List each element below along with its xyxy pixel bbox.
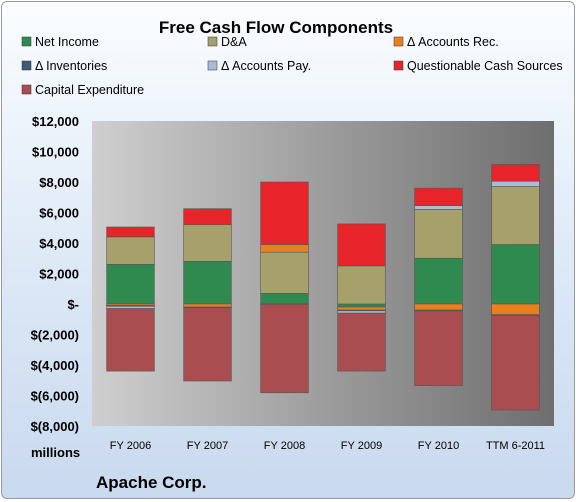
legend-label: Capital Expenditure: [35, 83, 144, 97]
legend-swatch: [21, 84, 32, 95]
bar-segment: [491, 303, 540, 315]
bar-segment: [491, 315, 540, 411]
bar-segment: [337, 312, 386, 372]
bar-segment: [337, 303, 386, 308]
bar-segment: [337, 306, 386, 311]
bar-segment: [491, 244, 540, 305]
bar-segment: [414, 187, 463, 206]
legend-label: Net Income: [35, 35, 99, 49]
bar-segment: [106, 308, 155, 372]
legend-swatch: [21, 36, 32, 47]
unit-label: millions: [31, 445, 80, 460]
y-tick-label: $12,000: [32, 114, 79, 129]
x-tick-label: FY 2008: [264, 440, 305, 452]
bar-segment: [491, 164, 540, 182]
bar-segment: [183, 224, 232, 262]
bar-segment: [183, 307, 232, 382]
plot-area: [92, 121, 554, 426]
legend-swatch: [393, 36, 404, 47]
bar-segment: [183, 303, 232, 308]
legend-swatch: [393, 60, 404, 71]
bar-segment: [414, 205, 463, 210]
legend-label: Δ Inventories: [35, 59, 107, 73]
bar-segment: [414, 257, 463, 305]
x-axis: FY 2006 FY 2007 FY 2008 FY 2009 FY 2010 TTM 6…: [110, 440, 545, 452]
y-tick-label: $(6,000): [31, 389, 79, 404]
legend: Net Income D&A Δ Accounts Rec. Δ Inventorie…: [21, 35, 563, 97]
y-tick-label: $-: [67, 297, 79, 312]
y-tick-label: $(2,000): [31, 328, 79, 343]
bar-segment: [414, 209, 463, 259]
bar-segment: [260, 293, 309, 305]
bar-segment: [337, 265, 386, 305]
x-tick-label: FY 2006: [110, 440, 151, 452]
company-label: Apache Corp.: [96, 473, 207, 492]
legend-label: D&A: [221, 35, 247, 49]
bar-segment: [106, 226, 155, 238]
bar-segment: [260, 181, 309, 245]
bar-segment: [491, 186, 540, 245]
y-tick-label: $8,000: [39, 175, 79, 190]
bar-segment: [491, 180, 540, 187]
bar-segment: [183, 208, 232, 226]
legend-label: Δ Accounts Rec.: [407, 35, 499, 49]
legend-swatch: [207, 36, 218, 47]
y-tick-label: $10,000: [32, 145, 79, 160]
y-tick-label: $4,000: [39, 236, 79, 251]
bars: [106, 164, 540, 411]
y-tick-label: $6,000: [39, 206, 79, 221]
y-axis: $12,000 $10,000 $8,000 $6,000 $4,000 $2,000 $-…: [31, 114, 79, 434]
chart-title: Free Cash Flow Components: [159, 18, 393, 37]
bar-segment: [337, 310, 386, 314]
y-tick-label: $(4,000): [31, 358, 79, 373]
bar-segment: [414, 310, 463, 386]
legend-label: Δ Accounts Pay.: [221, 59, 311, 73]
bar-segment: [106, 264, 155, 305]
legend-swatch: [21, 60, 32, 71]
legend-swatch: [207, 60, 218, 71]
bar-segment: [260, 304, 309, 394]
x-tick-label: FY 2010: [418, 440, 459, 452]
bar-segment: [414, 303, 463, 311]
x-tick-label: FY 2007: [187, 440, 228, 452]
bar-segment: [260, 244, 309, 253]
bar-segment: [337, 223, 386, 267]
x-tick-label: FY 2009: [341, 440, 382, 452]
y-tick-label: $(8,000): [31, 419, 79, 434]
y-tick-label: $2,000: [39, 267, 79, 282]
bar-segment: [106, 236, 155, 265]
bar-segment: [183, 260, 232, 305]
bar-segment: [106, 305, 155, 309]
x-tick-label: TTM 6-2011: [486, 440, 545, 452]
bar-segment: [260, 251, 309, 294]
legend-label: Questionable Cash Sources: [407, 59, 563, 73]
